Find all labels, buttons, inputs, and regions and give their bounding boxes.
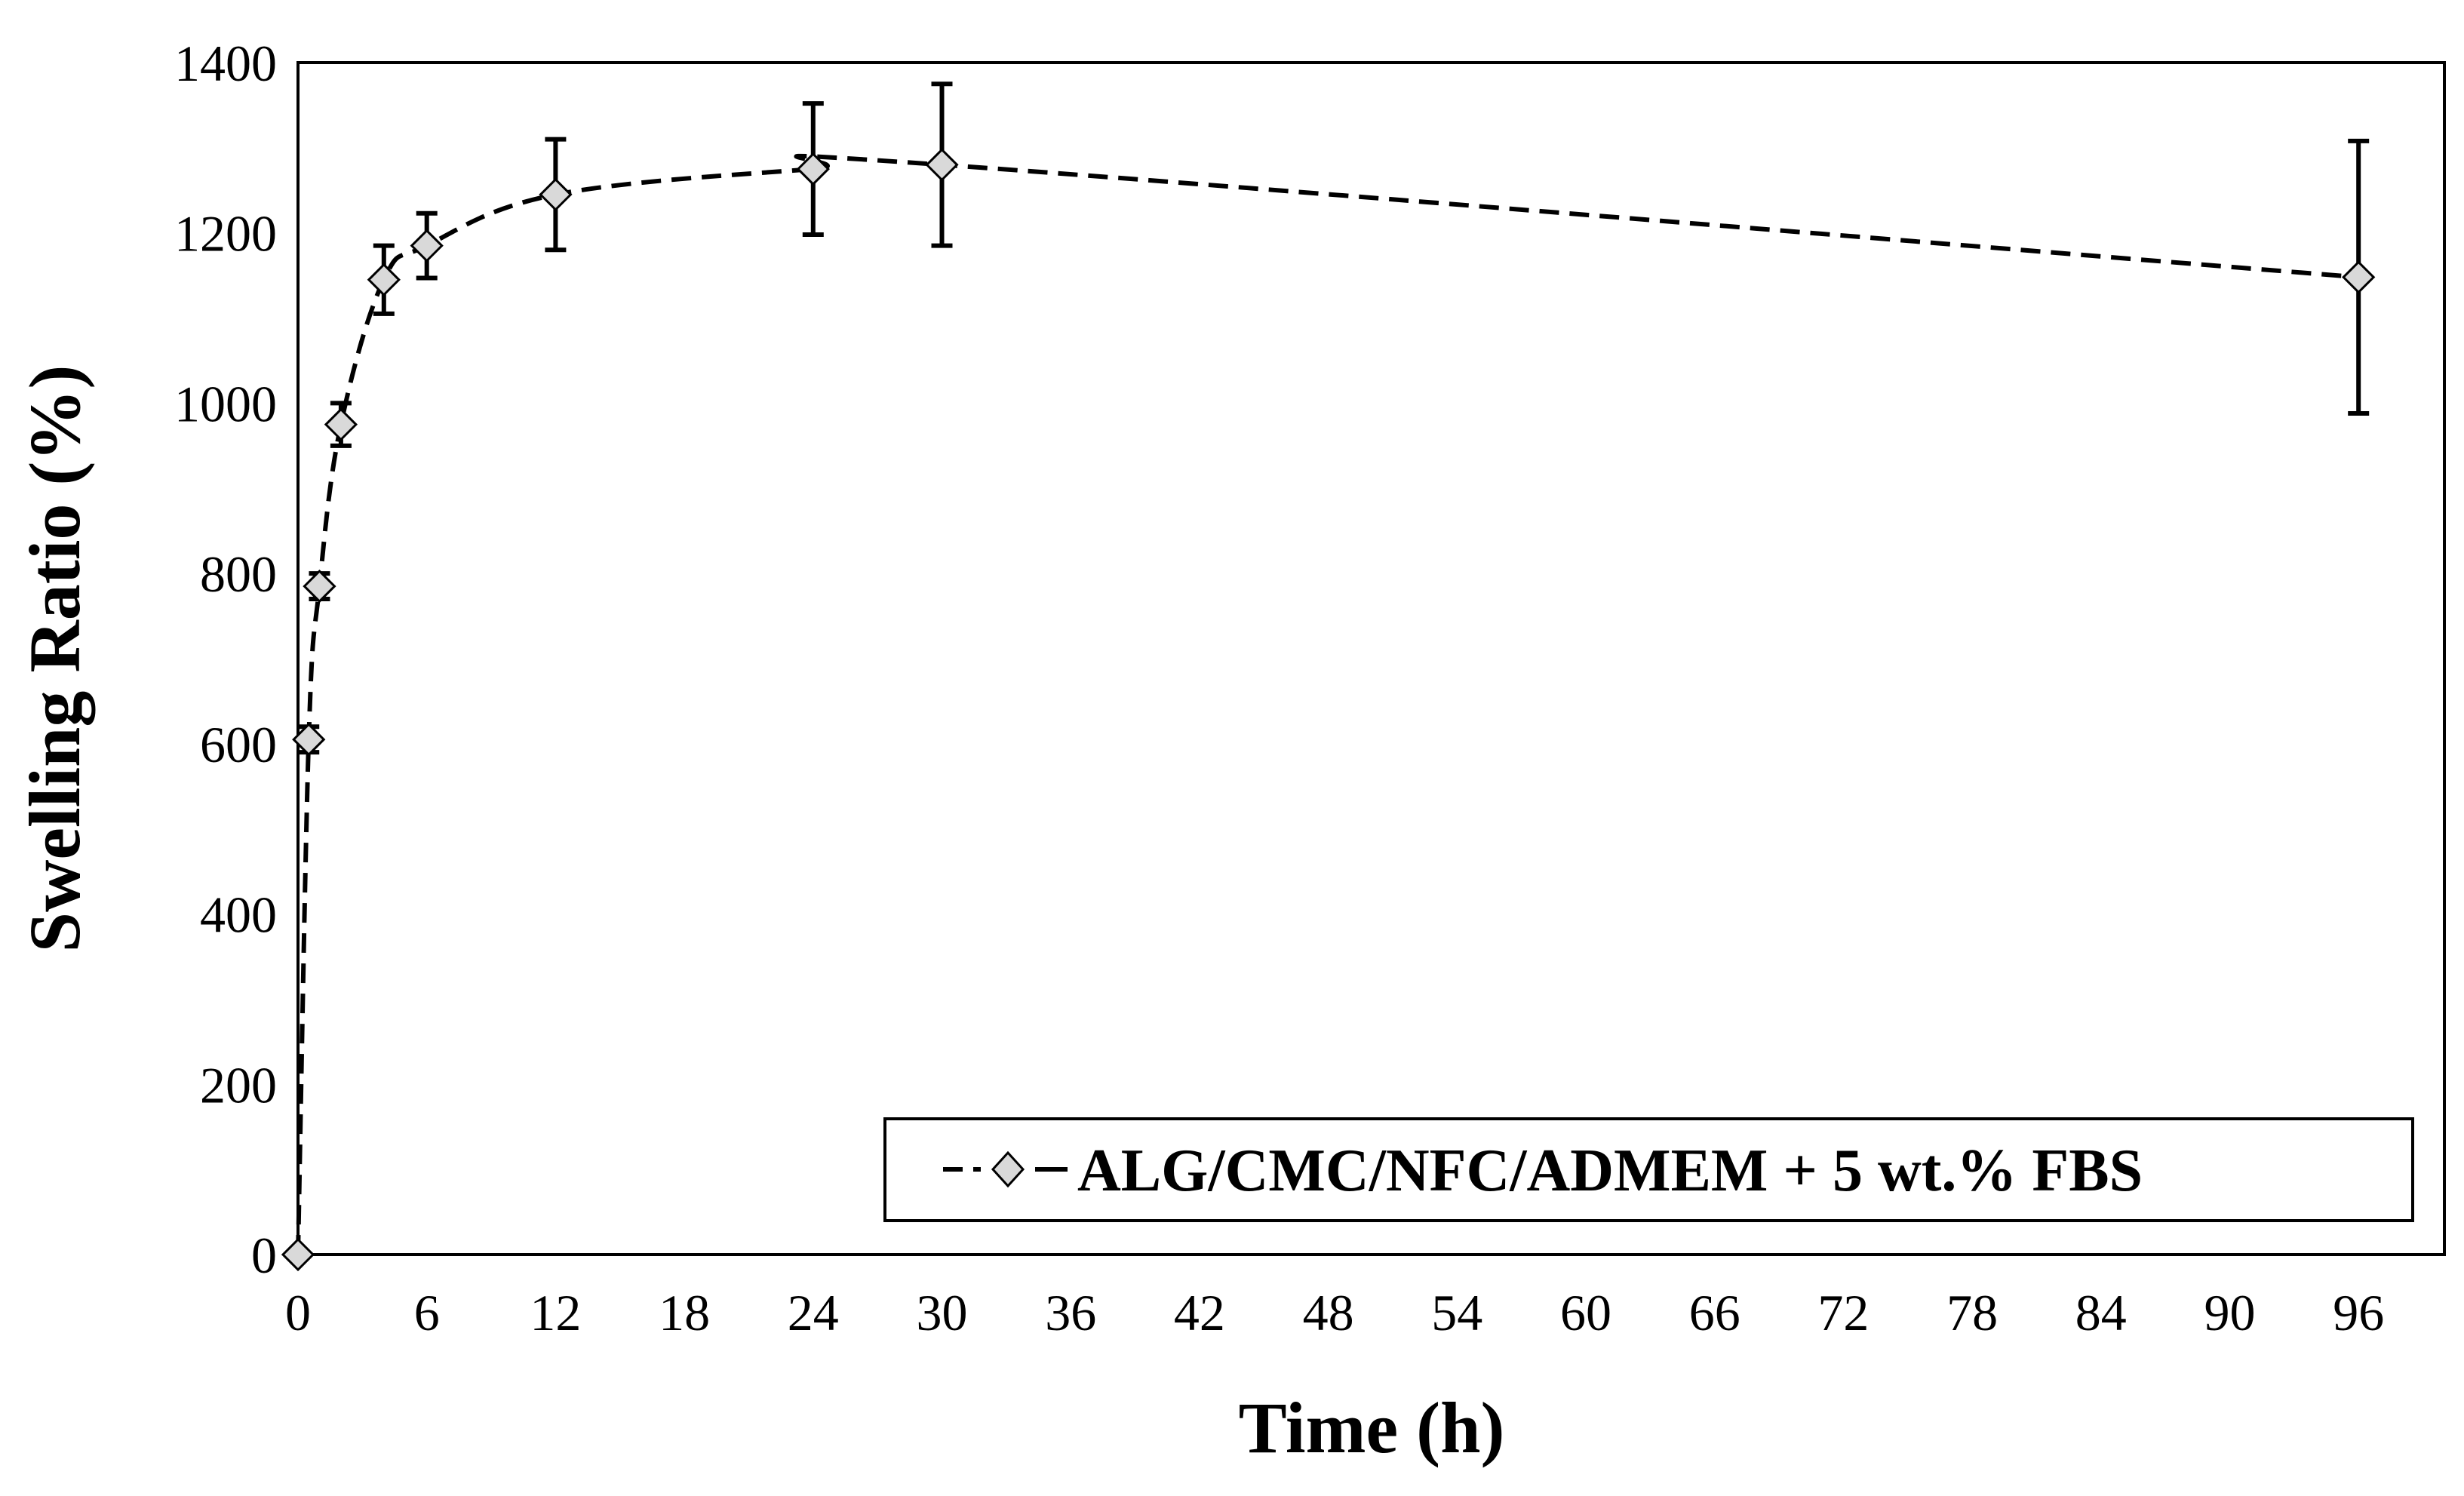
data-point-diamond [281, 1237, 315, 1272]
data-point-diamond [2342, 260, 2376, 294]
data-point-diamond [539, 177, 573, 212]
y-tick-label: 0 [251, 1227, 277, 1284]
y-tick-label: 1200 [174, 205, 277, 263]
y-tick-labels: 0 200 400 600 800 1000 1200 1400 [174, 35, 277, 1284]
error-bars [298, 81, 2370, 755]
plot-frame [296, 61, 2446, 1256]
x-tick-label: 42 [1174, 1284, 1225, 1341]
data-point-diamond [303, 569, 336, 604]
y-tick-label: 1400 [174, 35, 277, 92]
data-point-diamond [367, 263, 401, 296]
y-tick-label: 800 [200, 545, 277, 603]
y-axis-title: Swelling Ratio (%) [14, 365, 95, 953]
x-tick-label: 66 [1689, 1284, 1740, 1341]
data-markers [281, 148, 2376, 1272]
legend-marker-diamond-icon [991, 1150, 1025, 1188]
legend-box [883, 1117, 2414, 1222]
data-point-diamond [925, 148, 959, 182]
x-axis-title: Time (h) [1239, 1387, 1505, 1468]
x-tick-label: 84 [2075, 1284, 2127, 1341]
series-curve [296, 153, 2359, 1255]
x-tick-label: 60 [1560, 1284, 1611, 1341]
data-point-diamond [324, 407, 358, 441]
data-point-diamond [796, 152, 830, 186]
x-tick-label: 48 [1303, 1284, 1354, 1341]
x-tick-label: 96 [2333, 1284, 2384, 1341]
y-tick-label: 200 [200, 1056, 277, 1114]
x-tick-label: 54 [1431, 1284, 1482, 1341]
x-tick-label: 6 [414, 1284, 440, 1341]
legend-label: ALG/CMC/NFC/ADMEM + 5 wt.% FBS [1077, 1138, 2143, 1204]
x-tick-label: 12 [530, 1284, 581, 1341]
y-tick-label: 1000 [174, 375, 277, 432]
x-tick-label: 72 [1817, 1284, 1869, 1341]
x-tick-label: 30 [917, 1284, 968, 1341]
legend: ALG/CMC/NFC/ADMEM + 5 wt.% FBS [883, 1117, 2414, 1222]
data-point-diamond [410, 229, 444, 263]
x-tick-label: 78 [1946, 1284, 1998, 1341]
y-tick-label: 600 [200, 716, 277, 773]
x-tick-label: 18 [659, 1284, 710, 1341]
x-tick-label: 90 [2204, 1284, 2256, 1341]
x-tick-label: 24 [788, 1284, 839, 1341]
data-point-diamond [292, 723, 326, 757]
x-tick-label: 36 [1045, 1284, 1096, 1341]
y-tick-label: 400 [200, 886, 277, 944]
series-line [296, 153, 2359, 1255]
x-tick-label: 0 [285, 1284, 311, 1341]
x-tick-labels: 0 6 12 18 24 30 36 42 48 54 60 66 72 78 84 90 96 [285, 1284, 2384, 1341]
